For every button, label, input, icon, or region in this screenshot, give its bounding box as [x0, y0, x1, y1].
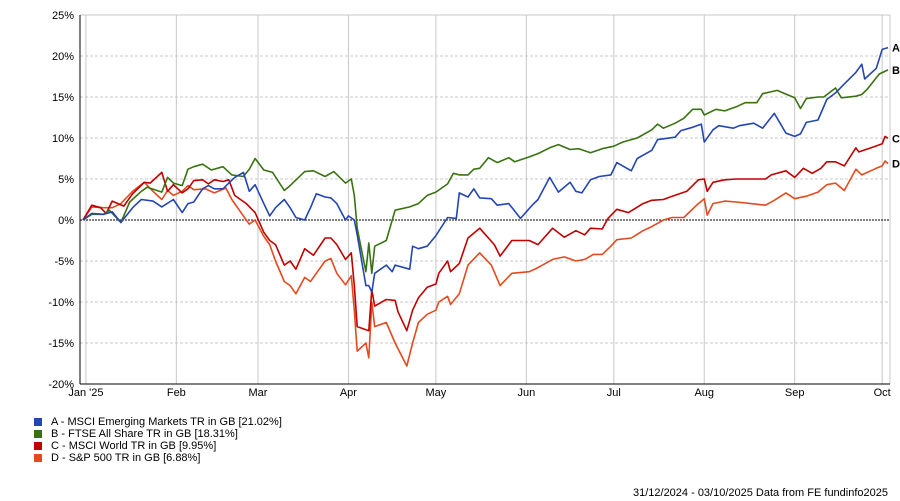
y-tick-label: 15%	[52, 92, 74, 104]
y-tick-label: 25%	[52, 10, 74, 22]
data-source-footer: 31/12/2024 - 03/10/2025 Data from FE fun…	[632, 487, 888, 499]
series-end-label: A	[892, 43, 900, 55]
x-tick-label: Jun	[517, 387, 535, 399]
x-tick-label: Aug	[694, 387, 714, 399]
y-tick-label: -15%	[48, 338, 74, 350]
y-tick-label: 0%	[58, 215, 74, 227]
series-end-label: D	[892, 159, 900, 171]
series-line-d	[82, 160, 889, 367]
y-tick-label: -10%	[48, 297, 74, 309]
y-tick-label: -5%	[54, 256, 74, 268]
legend-label: A - MSCI Emerging Markets TR in GB [21.0…	[51, 416, 282, 428]
series-line-b	[82, 69, 889, 275]
legend-label: B - FTSE All Share TR in GB [18.31%]	[51, 428, 238, 440]
legend-item-d: D - S&P 500 TR in GB [6.88%]	[34, 452, 282, 464]
legend-item-c: C - MSCI World TR in GB [9.95%]	[34, 440, 282, 452]
x-tick-label: Oct	[874, 387, 891, 399]
legend-swatch	[34, 454, 42, 462]
y-tick-label: -20%	[48, 379, 74, 391]
series-end-label: C	[892, 133, 900, 145]
x-tick-label: May	[426, 387, 447, 399]
y-tick-label: 10%	[52, 133, 74, 145]
series-line-a	[82, 46, 889, 294]
legend-swatch	[34, 418, 42, 426]
x-tick-label: Apr	[340, 387, 357, 399]
y-tick-label: 5%	[58, 174, 74, 186]
legend-swatch	[34, 442, 42, 450]
legend-item-a: A - MSCI Emerging Markets TR in GB [21.0…	[34, 416, 282, 428]
legend-label: C - MSCI World TR in GB [9.95%]	[51, 440, 217, 452]
series-end-label: B	[892, 65, 900, 77]
x-tick-label: Sep	[785, 387, 805, 399]
chart-legend: A - MSCI Emerging Markets TR in GB [21.0…	[34, 416, 282, 464]
legend-label: D - S&P 500 TR in GB [6.88%]	[51, 452, 201, 464]
legend-item-b: B - FTSE All Share TR in GB [18.31%]	[34, 428, 282, 440]
series-line-c	[82, 135, 889, 332]
x-tick-label: Feb	[167, 387, 186, 399]
x-tick-label: Jul	[607, 387, 621, 399]
y-tick-label: 20%	[52, 51, 74, 63]
legend-swatch	[34, 430, 42, 438]
performance-chart: -20% -15% -10% -5% 0% 5% 10% 15% 20% 25% Jan '25 Fe…	[48, 10, 900, 399]
x-tick-label: Mar	[249, 387, 268, 399]
x-tick-label: Jan '25	[68, 387, 103, 399]
